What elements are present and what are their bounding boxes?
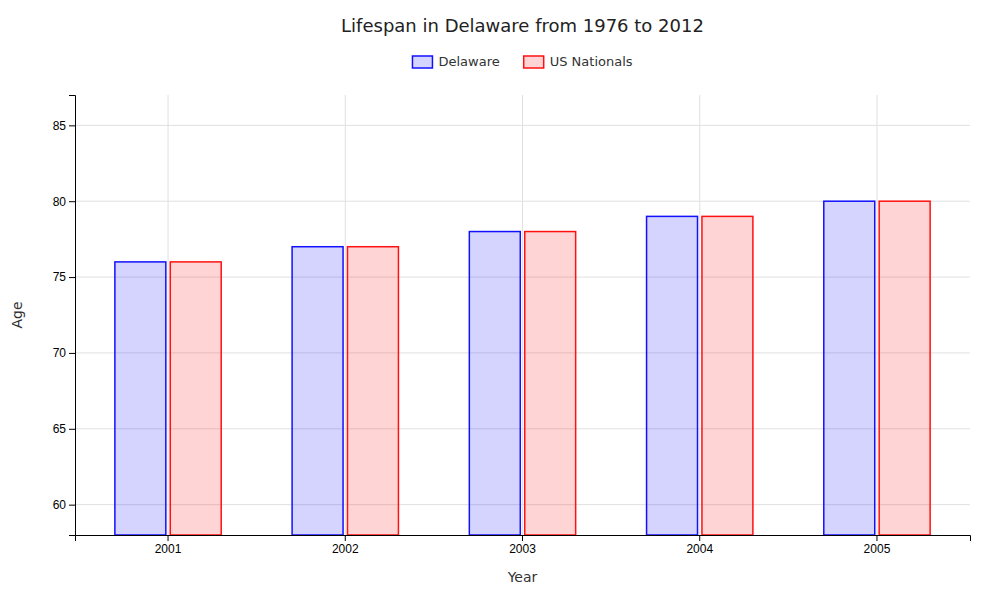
bars [115,201,930,535]
tick: 70 [53,346,75,360]
x-axis-title: Year [507,569,538,585]
legend-label: US Nationals [550,54,633,69]
tick-mark [69,201,75,202]
tick: 2004 [686,535,713,556]
tick: 75 [53,270,75,284]
tick-mark [345,535,346,541]
bar [347,247,398,535]
tick: 2001 [155,535,182,556]
tick: 60 [53,498,75,512]
axis-line [76,536,971,542]
tick: 80 [53,195,75,209]
tick-label: 65 [53,422,67,436]
grid-line [345,95,346,535]
tick-mark [168,535,169,541]
tick: 2005 [864,535,891,556]
y-axis: 60 65 70 75 80 85 [53,96,76,536]
tick: 2002 [332,535,359,556]
axis-line [69,96,76,536]
bar [647,216,698,535]
bar [879,201,930,535]
bar [469,232,520,535]
tick: 85 [53,119,75,133]
tick-label: 80 [53,195,67,209]
legend-label: Delaware [438,54,499,69]
tick-label: 2001 [155,542,182,556]
tick-mark [876,535,877,541]
tick: 65 [53,422,75,436]
tick-label: 2005 [864,542,891,556]
chart: 60 65 70 75 80 85 2001 2002 2003 2004 2005 Year Age L… [0,0,1000,600]
grid [75,95,970,535]
tick-label: 75 [53,270,67,284]
tick-mark [69,125,75,126]
legend-item: US Nationals [524,54,633,69]
plot: 60 65 70 75 80 85 2001 2002 2003 2004 2005 [53,95,971,556]
bar [525,232,576,535]
tick-label: 60 [53,498,67,512]
tick-label: 85 [53,119,67,133]
tick-label: 2002 [332,542,359,556]
bar [170,262,221,535]
bar [115,262,166,535]
grid-line [168,95,169,535]
grid-line [522,95,523,535]
legend: Delaware US Nationals [412,54,632,69]
x-axis: 2001 2002 2003 2004 2005 [76,535,971,556]
tick-mark [69,505,75,506]
bar [824,201,875,535]
legend-swatch [412,56,432,68]
grid-line [876,95,877,535]
bar [702,216,753,535]
tick-label: 2004 [686,542,713,556]
tick-label: 70 [53,346,67,360]
tick-mark [699,535,700,541]
series [170,201,930,535]
bar [292,247,343,535]
series [115,201,875,535]
tick-mark [69,353,75,354]
tick: 2003 [509,535,536,556]
tick-label: 2003 [509,542,536,556]
title: Lifespan in Delaware from 1976 to 2012 [341,15,704,36]
grid-line [699,95,700,535]
legend-item: Delaware [412,54,499,69]
legend-swatch [524,56,544,68]
tick-mark [69,429,75,430]
tick-mark [69,277,75,278]
tick-mark [522,535,523,541]
y-axis-title: Age [9,301,25,328]
